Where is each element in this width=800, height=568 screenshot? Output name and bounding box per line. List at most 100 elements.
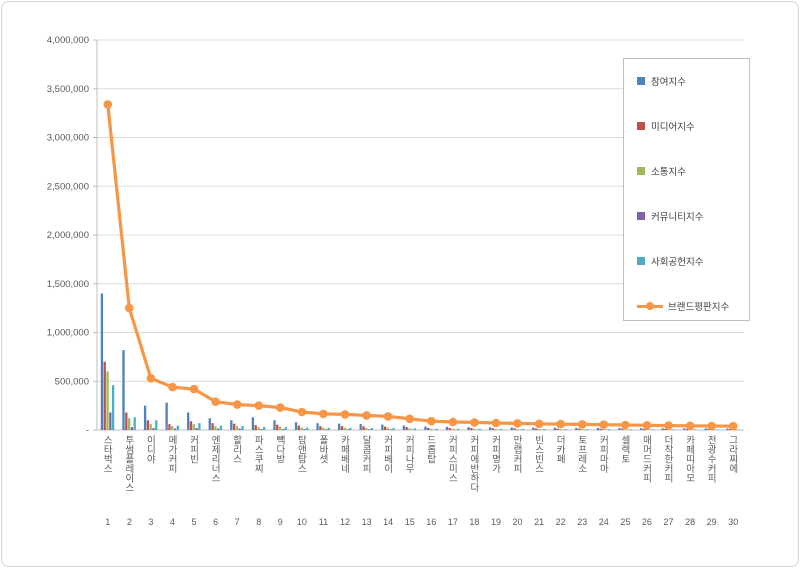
- bar-communication: [127, 418, 131, 430]
- bar-community: [217, 428, 220, 430]
- rank-label: 14: [383, 517, 394, 527]
- bar-communication: [494, 428, 497, 430]
- x-axis-label: 커피스미스: [446, 435, 458, 483]
- line-marker-icon: [599, 420, 609, 430]
- y-axis-label: 1,500,000: [47, 279, 89, 290]
- bar-media: [621, 428, 624, 430]
- bar-social: [133, 417, 136, 430]
- y-axis-label: 3,500,000: [47, 84, 89, 95]
- bar-social: [219, 425, 223, 430]
- x-axis-label: 전광수커피: [705, 435, 717, 483]
- bar-participation: [294, 422, 298, 430]
- y-axis-label: 2,500,000: [47, 181, 89, 192]
- bar-media: [383, 426, 387, 430]
- bar-participation: [618, 428, 621, 430]
- bar-community: [130, 427, 134, 430]
- line-marker-icon: [168, 382, 177, 392]
- x-axis-label: 커피마마: [597, 435, 609, 473]
- rank-label: 9: [277, 517, 283, 527]
- bar-media: [405, 427, 408, 430]
- bar-social: [651, 429, 654, 430]
- line-marker-icon: [340, 410, 350, 419]
- bar-social: [262, 427, 266, 430]
- x-axis-label: 투썸플레이스: [122, 435, 134, 492]
- bar-communication: [171, 426, 174, 430]
- bar-social: [500, 428, 503, 430]
- legend-label: 소통지수: [651, 167, 686, 178]
- bar-communication: [623, 429, 627, 430]
- bar-participation: [704, 428, 707, 430]
- line-marker-icon: [664, 421, 673, 430]
- x-axis-label: 커피베이: [381, 435, 393, 473]
- bar-media: [362, 426, 365, 430]
- bar-participation: [338, 423, 341, 430]
- bar-communication: [602, 429, 605, 430]
- x-axis-label: 커피나무: [403, 435, 415, 473]
- bar-social: [737, 429, 740, 430]
- x-axis-label: 빈스빈스: [532, 435, 544, 473]
- rank-label: 28: [685, 517, 696, 527]
- bar-media: [254, 425, 257, 431]
- bar-participation: [165, 402, 168, 430]
- bar-communication: [343, 427, 346, 430]
- bar-participation: [639, 428, 643, 430]
- legend-label: 참여지수: [651, 77, 686, 88]
- rank-label: 12: [340, 517, 351, 527]
- bar-participation: [488, 427, 492, 430]
- bar-communication: [214, 426, 217, 430]
- line-marker-icon: [534, 419, 544, 429]
- bar-social: [198, 423, 201, 430]
- rank-label: 4: [169, 517, 175, 527]
- legend-line-icon: [637, 302, 663, 311]
- bar-social: [370, 427, 374, 430]
- bar-participation: [596, 427, 600, 430]
- legend: 참여지수 미디어지수 소통지수 커뮤니티지수 사회공헌지수 브랜드평판지수: [623, 58, 750, 321]
- bar-media: [340, 426, 344, 430]
- bar-communication: [365, 427, 368, 430]
- legend-swatch-icon: [637, 167, 645, 175]
- bar-participation: [402, 425, 406, 430]
- bar-participation: [683, 428, 686, 430]
- bar-media: [319, 426, 322, 430]
- rank-label: 11: [318, 517, 329, 527]
- bar-social: [392, 428, 395, 430]
- bar-social: [457, 428, 460, 430]
- bar-media: [556, 428, 559, 430]
- x-axis-label: 커피에반하다: [467, 435, 479, 492]
- line-marker-icon: [621, 420, 630, 430]
- bar-communication: [386, 427, 390, 430]
- bar-media: [534, 428, 538, 430]
- bar-participation: [208, 418, 211, 430]
- bar-media: [599, 428, 602, 430]
- bar-media: [448, 427, 451, 430]
- bar-social: [155, 420, 158, 430]
- bar-community: [109, 412, 112, 430]
- bar-media: [707, 429, 710, 430]
- bar-participation: [575, 427, 578, 430]
- bar-participation: [510, 427, 513, 430]
- rank-label: 6: [213, 517, 219, 527]
- line-marker-icon: [232, 400, 242, 409]
- bar-social: [306, 427, 309, 430]
- x-axis-label: 엔제리너스: [209, 435, 221, 483]
- bar-media: [125, 412, 128, 430]
- bar-community: [152, 428, 155, 430]
- x-axis-label: 이디야: [144, 435, 156, 464]
- bar-communication: [300, 427, 303, 430]
- line-marker-icon: [685, 421, 695, 431]
- bar-social: [241, 426, 244, 430]
- bar-participation: [251, 417, 255, 430]
- bar-participation: [273, 420, 276, 430]
- bar-media: [211, 423, 214, 430]
- line-marker-icon: [146, 374, 156, 383]
- legend-item-reputation: 브랜드평판지수: [637, 300, 729, 313]
- bar-communication: [149, 424, 152, 430]
- y-axis-label: 2,000,000: [47, 230, 89, 241]
- rank-label: 25: [620, 517, 631, 527]
- bar-media: [276, 424, 279, 430]
- bar-communication: [429, 428, 433, 430]
- bar-social: [715, 429, 719, 430]
- x-axis-label: 폴바셋: [316, 435, 328, 464]
- bar-participation: [553, 427, 556, 430]
- line-marker-icon: [276, 403, 285, 412]
